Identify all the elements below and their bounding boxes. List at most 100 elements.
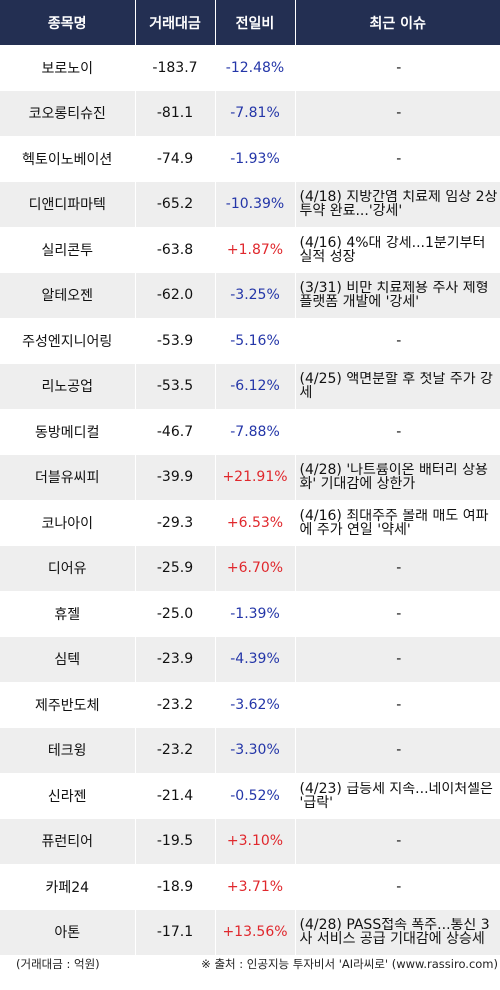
issue-text: (4/23) 급등세 지속...네이처셀은 '급락' [299,781,493,810]
table-row: 알테오젠 -62.0 -3.25% (3/31) 비만 치료제용 주사 제형 플랫폼 … [0,272,500,318]
change-rate: -0.52% [215,773,296,819]
change-rate: -7.88% [215,409,296,455]
trade-amount: -39.9 [135,454,216,500]
recent-issue: - [295,318,500,364]
stock-name: 리노공업 [0,363,136,409]
recent-issue: - [295,864,500,910]
table-row: 심텍 -23.9 -4.39% - [0,636,500,682]
trade-amount: -25.9 [135,545,216,591]
table-row: 휴젤 -25.0 -1.39% - [0,591,500,637]
issue-text: - [396,333,402,348]
issue-text: (4/25) 액면분할 후 첫날 주가 강세 [299,372,493,401]
change-rate: -10.39% [215,181,296,227]
trade-amount: -81.1 [135,90,216,136]
recent-issue: - [295,45,500,91]
issue-text: - [396,743,402,758]
header-name: 종목명 [0,0,136,45]
stock-name: 더블유씨피 [0,454,136,500]
stock-name: 디앤디파마텍 [0,181,136,227]
header-issue: 최근 이슈 [295,0,500,45]
table-row: 디어유 -25.9 +6.70% - [0,545,500,591]
issue-text: - [396,106,402,121]
change-rate: -3.62% [215,682,296,728]
table-row: 코오롱티슈진 -81.1 -7.81% - [0,90,500,136]
change-rate: -12.48% [215,45,296,91]
change-rate: -3.25% [215,272,296,318]
table-row: 퓨런티어 -19.5 +3.10% - [0,818,500,864]
issue-text: - [396,697,402,712]
recent-issue: - [295,409,500,455]
table-row: 더블유씨피 -39.9 +21.91% (4/28) '나트륨이온 배터리 상용화' … [0,454,500,500]
stock-name: 보로노이 [0,45,136,91]
table-row: 신라젠 -21.4 -0.52% (4/23) 급등세 지속...네이처셀은 '급락' [0,773,500,819]
stock-name: 코오롱티슈진 [0,90,136,136]
stock-name: 심텍 [0,636,136,682]
stock-name: 주성엔지니어링 [0,318,136,364]
recent-issue: - [295,636,500,682]
change-rate: +3.10% [215,818,296,864]
recent-issue: - [295,818,500,864]
issue-text: (3/31) 비만 치료제용 주사 제형 플랫폼 개발에 '강세' [299,281,489,310]
trade-amount: -21.4 [135,773,216,819]
table-header-row: 종목명 거래대금 전일비 최근 이슈 [0,0,500,45]
trade-amount: -25.0 [135,591,216,637]
stock-name: 퓨런티어 [0,818,136,864]
recent-issue: - [295,136,500,182]
change-rate: +3.71% [215,864,296,910]
issue-text: (4/18) 지방간염 치료제 임상 2상 투약 완료...'강세' [299,190,498,219]
net-sell-table: 종목명 거래대금 전일비 최근 이슈 보로노이 -183.7 -12.48% - 코오롱… [0,0,500,955]
stock-name: 카페24 [0,864,136,910]
table-row: 리노공업 -53.5 -6.12% (4/25) 액면분할 후 첫날 주가 강세 [0,363,500,409]
issue-text: - [396,561,402,576]
trade-amount: -46.7 [135,409,216,455]
stock-name: 동방메디컬 [0,409,136,455]
change-rate: -4.39% [215,636,296,682]
recent-issue: (4/18) 지방간염 치료제 임상 2상 투약 완료...'강세' [295,181,500,227]
change-rate: +6.53% [215,500,296,546]
unit-note: (거래대금 : 억원) [16,957,100,971]
recent-issue: (3/31) 비만 치료제용 주사 제형 플랫폼 개발에 '강세' [295,272,500,318]
table-body: 보로노이 -183.7 -12.48% - 코오롱티슈진 -81.1 -7.81% - 헥토이노… [0,45,500,955]
trade-amount: -23.9 [135,636,216,682]
change-rate: +21.91% [215,454,296,500]
table-row: 주성엔지니어링 -53.9 -5.16% - [0,318,500,364]
table-row: 테크윙 -23.2 -3.30% - [0,727,500,773]
trade-amount: -18.9 [135,864,216,910]
table-row: 카페24 -18.9 +3.71% - [0,864,500,910]
change-rate: -3.30% [215,727,296,773]
stock-name: 헥토이노베이션 [0,136,136,182]
trade-amount: -63.8 [135,227,216,273]
trade-amount: -74.9 [135,136,216,182]
table-row: 제주반도체 -23.2 -3.62% - [0,682,500,728]
issue-text: - [396,879,402,894]
issue-text: (4/28) '나트륨이온 배터리 상용화' 기대감에 상한가 [299,463,488,492]
recent-issue: - [295,727,500,773]
stock-name: 실리콘투 [0,227,136,273]
change-rate: -1.93% [215,136,296,182]
change-rate: -1.39% [215,591,296,637]
recent-issue: (4/23) 급등세 지속...네이처셀은 '급락' [295,773,500,819]
table-row: 동방메디컬 -46.7 -7.88% - [0,409,500,455]
issue-text: (4/28) PASS접속 폭주...통신 3사 서비스 공급 기대감에 상승세 [299,918,490,947]
trade-amount: -62.0 [135,272,216,318]
recent-issue: - [295,591,500,637]
trade-amount: -183.7 [135,45,216,91]
recent-issue: - [295,545,500,591]
issue-text: - [396,834,402,849]
change-rate: +1.87% [215,227,296,273]
table-row: 보로노이 -183.7 -12.48% - [0,45,500,91]
issue-text: - [396,424,402,439]
recent-issue: (4/28) PASS접속 폭주...통신 3사 서비스 공급 기대감에 상승세 [295,909,500,955]
source-note: ※ 출처 : 인공지능 투자비서 'AI라씨로' (www.rassiro.co… [201,957,498,971]
change-rate: +13.56% [215,909,296,955]
table-footer: (거래대금 : 억원) ※ 출처 : 인공지능 투자비서 'AI라씨로' (ww… [0,954,500,974]
trade-amount: -29.3 [135,500,216,546]
stock-name: 코나아이 [0,500,136,546]
stock-name: 디어유 [0,545,136,591]
header-amount: 거래대금 [135,0,216,45]
stock-name: 제주반도체 [0,682,136,728]
stock-name: 알테오젠 [0,272,136,318]
change-rate: -7.81% [215,90,296,136]
table-row: 아톤 -17.1 +13.56% (4/28) PASS접속 폭주...통신 3사 서… [0,909,500,955]
recent-issue: (4/16) 최대주주 몰래 매도 여파에 주가 연일 '약세' [295,500,500,546]
